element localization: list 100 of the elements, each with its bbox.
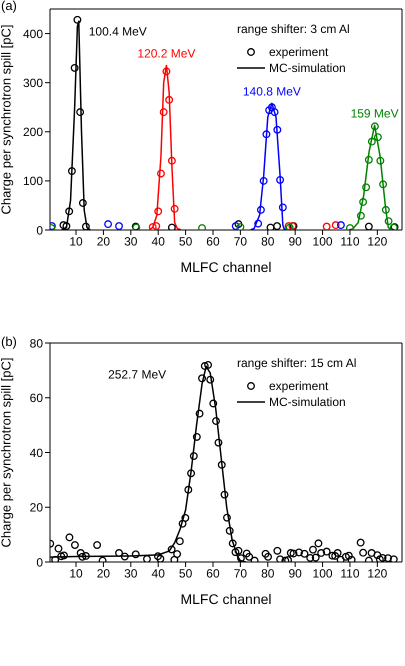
x-tick-label: 10 (69, 566, 84, 581)
point (376, 156, 384, 165)
point (346, 224, 354, 230)
x-tick-label: 110 (340, 234, 360, 249)
y-tick-label: 0 (36, 555, 44, 570)
point (78, 199, 87, 207)
point (168, 224, 176, 230)
point (270, 108, 279, 116)
annotation: 100.4 MeV (88, 24, 147, 38)
point (374, 133, 382, 142)
x-tick-label: 80 (261, 566, 275, 581)
x-tick-label: 70 (234, 566, 248, 581)
x-tick-label: 90 (288, 234, 302, 249)
y-axis-title: Charge per synchrotron spill [pC] (0, 357, 14, 548)
point (152, 222, 160, 230)
x-tick-label: 30 (124, 566, 138, 581)
point (148, 223, 157, 230)
point (273, 126, 282, 134)
y-tick-label: 40 (30, 446, 44, 460)
point (336, 221, 345, 230)
point (68, 167, 76, 176)
point (356, 212, 365, 220)
x-tick-label: 120 (367, 566, 388, 581)
x-tick-label: 20 (96, 234, 110, 249)
point (379, 180, 388, 188)
point (364, 222, 373, 230)
y-tick-label: 80 (30, 336, 44, 350)
x-tick-label: 80 (261, 234, 275, 249)
point (273, 222, 282, 230)
point (232, 222, 240, 230)
y-tick-label: 20 (30, 500, 44, 515)
chart-title: (a) (1, 0, 17, 13)
x-axis-title: MLFC channel (180, 591, 272, 607)
annotation: 120.2 MeV (137, 46, 196, 60)
y-tick-label: 400 (22, 26, 44, 41)
point (70, 64, 79, 72)
x-tick-label: 90 (288, 566, 302, 581)
point (65, 207, 74, 216)
y-tick-label: 60 (30, 391, 44, 406)
point (276, 176, 284, 184)
point (265, 106, 274, 114)
point (382, 206, 390, 214)
y-tick-label: 100 (22, 174, 44, 188)
point (262, 130, 270, 138)
point (162, 67, 170, 76)
point (115, 222, 123, 230)
y-tick-label: 300 (22, 76, 44, 90)
annotation: 159 MeV (350, 106, 399, 120)
chart-title: (b) (1, 334, 17, 349)
x-axis-title: MLFC channel (180, 259, 272, 275)
x-tick-label: 120 (367, 234, 388, 249)
point (73, 16, 82, 24)
legend-label: experiment (269, 45, 328, 59)
point (332, 221, 340, 230)
point (104, 220, 112, 228)
x-tick-label: 50 (178, 234, 193, 249)
point (234, 220, 242, 228)
x-tick-label: 100 (312, 566, 333, 581)
x-tick-label: 20 (96, 566, 110, 581)
x-tick-label: 60 (206, 566, 220, 581)
legend-title: range shifter: 15 cm Al (237, 356, 358, 370)
point (268, 103, 276, 112)
x-tick-label: 30 (124, 234, 138, 249)
point (236, 223, 244, 230)
point (370, 122, 379, 130)
point (254, 220, 262, 228)
x-tick-label: 40 (152, 566, 166, 581)
point (322, 222, 331, 230)
y-tick-label: 200 (22, 125, 44, 140)
point (256, 206, 265, 214)
point (165, 96, 174, 104)
point (76, 108, 84, 116)
x-tick-label: 10 (69, 234, 84, 249)
point (198, 224, 206, 230)
line-series (149, 64, 181, 230)
x-tick-label: 110 (340, 566, 360, 581)
point (59, 221, 68, 230)
x-tick-label: 50 (178, 566, 193, 581)
x-tick-label: 60 (206, 234, 220, 249)
y-axis-title: Charge per synchrotron spill [pC] (0, 24, 14, 215)
point (82, 222, 90, 230)
annotation: 140.8 MeV (242, 84, 301, 98)
point (260, 176, 268, 185)
y-tick-label: 0 (36, 223, 44, 238)
point (364, 156, 373, 164)
point (168, 156, 176, 165)
x-tick-label: 100 (312, 234, 333, 249)
x-tick-label: 40 (152, 234, 166, 249)
legend-label: MC-simulation (269, 395, 346, 409)
point (156, 170, 165, 178)
point (154, 207, 162, 216)
point (362, 183, 370, 192)
point (368, 138, 376, 146)
legend-title: range shifter: 3 cm Al (237, 22, 351, 36)
annotation: 252.7 MeV (108, 367, 166, 382)
x-tick-label: 70 (234, 234, 248, 249)
point (266, 224, 274, 230)
point (384, 217, 393, 226)
point (278, 203, 287, 212)
legend-label: MC-simulation (269, 61, 346, 75)
